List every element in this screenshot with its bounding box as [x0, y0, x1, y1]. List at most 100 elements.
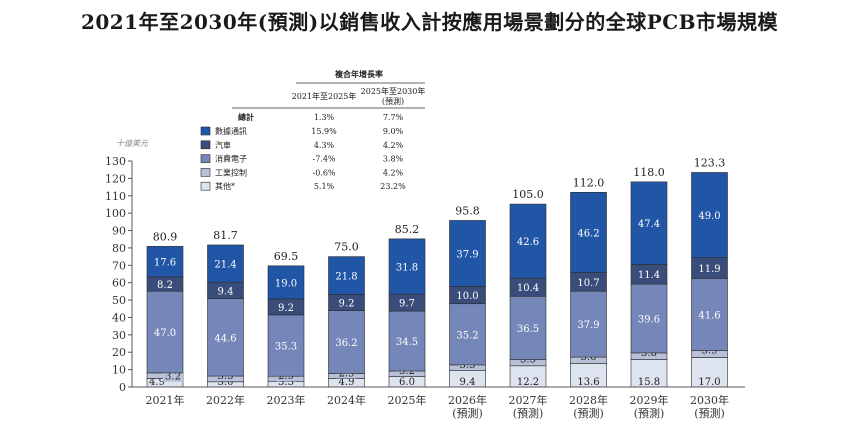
bar-total-label: 105.0: [512, 188, 544, 201]
segment-label: 9.2: [339, 299, 355, 310]
bar-stack: 15.8 3.8 39.6 11.4 47.4 118.0: [630, 166, 668, 388]
bar-total-label: 112.0: [573, 176, 605, 189]
x-tick-label: 2022年: [206, 393, 245, 407]
cagr-value: 4.3%: [314, 141, 335, 150]
segment-label: 3.2: [165, 372, 181, 383]
bar-total-label: 85.2: [395, 223, 420, 236]
segment-label: 3.9: [702, 346, 718, 357]
bar-stack: 3.32.9 35.3 9.2 19.0 69.5: [267, 250, 305, 388]
segment-label: 9.4: [460, 377, 476, 388]
x-tick-label: (預測): [513, 406, 544, 420]
bar-segment: [509, 203, 547, 279]
segment-label: 4.9: [339, 377, 355, 388]
x-tick-label: 2024年: [327, 393, 366, 407]
segment-label: 17.0: [698, 377, 720, 388]
segment-label: 34.5: [396, 337, 418, 348]
segment-label: 44.6: [214, 333, 236, 344]
segment-label: 8.2: [157, 280, 173, 291]
bar-segment: [207, 244, 244, 283]
segment-label-bg: [163, 370, 183, 382]
segment-label: 35.3: [275, 342, 297, 353]
x-tick-label: (預測): [634, 406, 665, 420]
bar-stack: 3.03.3 44.6 9.4 21.4 81.7: [207, 229, 244, 388]
cagr-value: 15.9%: [311, 127, 337, 136]
cagr-col1-header: 2021年至2025年: [292, 91, 357, 101]
legend-label: 消費電子: [215, 154, 247, 164]
y-tick-label: 90: [112, 225, 126, 238]
bar-segment: [449, 220, 486, 287]
y-tick-label: 70: [112, 259, 126, 272]
bar-total-label: 69.5: [274, 250, 299, 263]
y-tick-label: 100: [105, 207, 126, 220]
x-tick-label: (預測): [452, 406, 483, 420]
x-tick-label: 2023年: [267, 393, 306, 407]
bar-total-label: 123.3: [694, 156, 726, 169]
segment-label: 42.6: [517, 237, 539, 248]
x-axis: 2021年 2022年 2023年 2024年 2025年 2026年(預測)2027年(…: [132, 386, 745, 420]
legend-label: 其他*: [215, 181, 235, 191]
bar-stack: 17.0 3.9 41.6 11.9 49.0 123.3: [691, 156, 728, 388]
segment-label: 2.9: [278, 371, 294, 382]
segment-label: 3.3: [460, 360, 476, 371]
x-tick-label: (預測): [694, 406, 725, 420]
segment-label: 36.2: [335, 338, 357, 349]
segment-label: 11.9: [698, 264, 720, 275]
bar-segment: [267, 314, 305, 377]
legend-swatch: [200, 154, 211, 163]
bar-stack: 9.4 3.3 35.2 10.0 37.9 95.8: [449, 204, 486, 388]
segment-label: 3.3: [278, 377, 294, 388]
x-tick-label: 2028年: [569, 393, 608, 407]
y-tick-label: 30: [112, 329, 126, 342]
x-tick-label: 2021年: [146, 393, 185, 407]
legend-swatch: [200, 140, 211, 150]
segment-label: 2.9: [339, 368, 355, 379]
bar-stack: 4.92.9 36.2 9.2 21.8 75.0: [328, 241, 365, 388]
segment-label: 21.4: [214, 260, 236, 271]
cagr-col2-header: 2025年至2030年: [361, 86, 426, 96]
segment-label: 10.0: [456, 291, 478, 302]
bar-stack: 13.6 3.6 37.9 10.7 46.2 112.0: [570, 176, 607, 388]
segment-label: 15.8: [638, 377, 660, 388]
legend-label: 汽車: [215, 140, 231, 150]
segment-label: 13.6: [577, 377, 599, 388]
bar-segment: [388, 238, 426, 295]
bar-total-label: 118.0: [633, 166, 665, 179]
cagr-header: 複合年增長率: [334, 69, 383, 79]
segment-label: 49.0: [698, 211, 720, 222]
segment-label: 19.0: [275, 278, 297, 289]
x-tick-label: 2027年: [509, 393, 548, 407]
segment-label: 47.0: [154, 328, 176, 339]
y-tick-label: 40: [112, 311, 126, 324]
bar-segment: [570, 191, 607, 273]
x-tick-label: 2026年: [448, 393, 487, 407]
segment-label: 37.9: [577, 320, 599, 331]
y-tick-label: 10: [112, 364, 126, 377]
segment-label: 10.4: [517, 283, 539, 294]
unit-label: 十億美元: [116, 139, 149, 148]
cagr-value: 23.2%: [380, 182, 406, 191]
cagr-value: 4.2%: [383, 168, 404, 177]
y-tick-label: 0: [119, 381, 126, 394]
cagr-col2-header: (預測): [382, 96, 404, 106]
y-tick-label: 120: [105, 172, 126, 185]
legend-swatch: [200, 126, 211, 136]
bar-total-label: 81.7: [213, 229, 238, 242]
segment-label: 41.6: [698, 311, 720, 322]
legend-label: 數據通訊: [215, 126, 247, 136]
segment-label: 4.9: [149, 377, 165, 388]
bar-segment: [267, 265, 305, 300]
cagr-value: 9.0%: [383, 127, 404, 136]
segment-label: 3.5: [520, 355, 536, 366]
bar-total-label: 80.9: [153, 230, 178, 243]
legend-swatch: [200, 168, 211, 177]
x-tick-label: (預測): [573, 406, 604, 420]
cagr-value: -7.4%: [312, 155, 335, 164]
y-tick-label: 110: [105, 190, 126, 203]
bar-stack: 12.2 3.5 36.5 10.4 42.6 105.0: [509, 188, 547, 388]
segment-label: 12.2: [517, 377, 539, 388]
segment-label: 3.6: [581, 352, 597, 363]
cagr-legend-table: 複合年增長率 2021年至2025年 2025年至2030年(預測) 總計 1.3% 7.…: [200, 69, 426, 191]
segment-label: 9.2: [278, 303, 294, 314]
cagr-total-value: 1.3%: [314, 113, 335, 122]
